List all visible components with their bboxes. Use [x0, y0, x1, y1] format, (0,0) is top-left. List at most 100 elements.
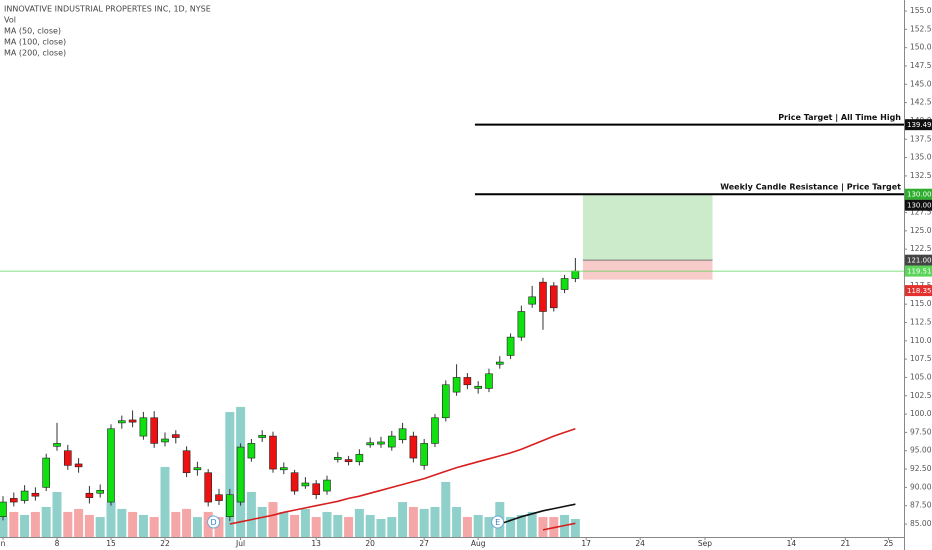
y-tick-label: 102.50 [910, 391, 932, 400]
candle-body [258, 435, 266, 438]
event-label: D [211, 518, 217, 527]
candle-body [366, 442, 374, 446]
volume-bar [106, 502, 116, 537]
volume-bar [484, 517, 494, 537]
x-tick-label: 17 [581, 539, 591, 548]
candle-body [20, 490, 29, 501]
volume-bar [214, 517, 224, 537]
y-tick-label: 92.50 [910, 464, 932, 473]
candle-body [571, 270, 580, 279]
candle-body [398, 428, 407, 441]
y-tick-label: 95.00 [910, 446, 932, 455]
x-tick-label: 27 [419, 539, 429, 548]
x-tick-label: 21 [841, 539, 851, 548]
event-marker [207, 515, 221, 529]
volume-bar [387, 517, 397, 537]
volume-bar [570, 519, 580, 537]
candle-body [161, 438, 169, 443]
candle-body [517, 311, 526, 338]
candle-body [0, 501, 7, 517]
candle-body [63, 450, 72, 466]
volume-bar [138, 514, 148, 537]
x-tick-label: 24 [635, 539, 645, 548]
x-tick-label: Aug [471, 539, 486, 548]
y-tick-label: 127.50 [910, 208, 932, 217]
volume-bar [452, 507, 462, 537]
axis-layer: 85.00 87.50 90.00 92.50 95.00 97.50 100.00 102.… [1, 6, 932, 548]
y-tick-label: 142.50 [910, 98, 932, 107]
candle-body [355, 454, 364, 463]
volume-bar [344, 517, 354, 537]
volume-bar [192, 517, 202, 537]
candle-body [549, 285, 558, 309]
volume-bar [63, 511, 73, 537]
volume-bar [441, 481, 451, 537]
y-tick-label: 125.00 [910, 226, 932, 235]
y-tick-label: 147.50 [910, 61, 932, 70]
y-tick-label: 107.50 [910, 354, 932, 363]
volume-bar [473, 514, 483, 537]
candle-body [117, 420, 126, 424]
candle-body [377, 441, 385, 445]
y-tick-label: 150.00 [910, 43, 932, 52]
chart-title: INNOVATIVE INDUSTRIAL PROPERTES INC, 1D,… [4, 5, 211, 14]
y-tick-label: 115.00 [910, 299, 932, 308]
volume-bar [246, 492, 256, 537]
price-label-box [905, 199, 932, 211]
volume-bar [74, 508, 84, 537]
ma-layer [229, 427, 576, 531]
candle-body [74, 463, 83, 468]
y-tick-label: 100.00 [910, 409, 932, 418]
candle-body [431, 417, 439, 444]
legend-entry: MA (200, close) [4, 49, 66, 58]
candle-body [506, 336, 515, 356]
volume-bar [128, 511, 138, 537]
volume-bar [398, 502, 408, 537]
candle-body [301, 482, 310, 487]
price-label: 121.00 [907, 257, 932, 265]
volume-bar [333, 514, 343, 537]
candle-body [107, 428, 115, 503]
y-tick-label: 85.00 [910, 519, 932, 528]
candle-body [323, 479, 331, 492]
candle-body [31, 492, 40, 497]
candle-body [420, 443, 428, 466]
legend-entry: Vol [4, 16, 16, 25]
candle-body [247, 443, 256, 459]
volume-bar [430, 507, 440, 537]
volume-bar [95, 517, 105, 537]
price-label-box [905, 188, 932, 200]
y-tick-label: 90.00 [910, 482, 932, 491]
y-tick-label: 132.50 [910, 171, 932, 180]
candle-layer [0, 257, 580, 522]
y-tick-label: 97.50 [910, 427, 932, 436]
price-label: 119.51 [907, 268, 932, 276]
price-label: 130.00 [907, 191, 932, 199]
price-label-box [905, 265, 932, 277]
legend-entry: MA (100, close) [4, 38, 66, 47]
volume-bar [354, 508, 364, 537]
candle-body [463, 377, 472, 386]
volume-bar [171, 511, 181, 537]
candle-body [42, 457, 51, 488]
y-tick-label: 137.50 [910, 134, 932, 143]
candle-body [528, 296, 536, 305]
x-tick-label: 14 [787, 539, 797, 548]
price-label-box [905, 119, 932, 131]
volume-bar [506, 517, 516, 537]
ma-line [229, 427, 576, 525]
candle-body [452, 377, 461, 393]
candle-body [193, 467, 202, 471]
volume-bar [41, 507, 51, 537]
x-tick-label: 15 [106, 539, 116, 548]
ma-line [499, 503, 576, 525]
y-tick-label: 105.00 [910, 372, 932, 381]
volume-bar [419, 508, 429, 537]
y-tick-label: 152.50 [910, 24, 932, 33]
candle-body [10, 498, 18, 503]
price-label-box [905, 254, 932, 266]
volume-bar [20, 514, 30, 537]
position-stop-zone [582, 260, 713, 280]
volume-bar [30, 511, 40, 537]
